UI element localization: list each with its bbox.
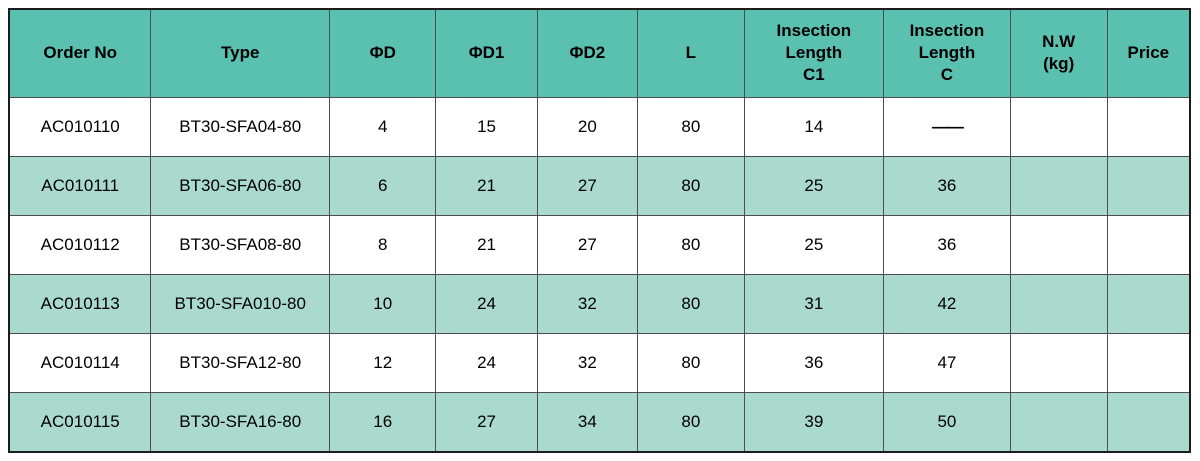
cell-price (1106, 96, 1191, 157)
header-insection-length-c1: Insection Length C1 (743, 8, 885, 98)
cell-type: BT30-SFA04-80 (150, 96, 331, 157)
cell-nw-kg (1009, 392, 1108, 453)
cell-type: BT30-SFA12-80 (150, 333, 331, 394)
product-spec-table: Order No Type ΦD ΦD1 ΦD2 L Insection Len… (8, 8, 1191, 453)
cell-phi-d1: 15 (435, 96, 538, 157)
cell-l: 80 (637, 96, 745, 157)
cell-nw-kg (1009, 155, 1108, 216)
cell-insection-length-c1: 39 (743, 392, 885, 453)
cell-phi-d1: 21 (435, 155, 538, 216)
table-row: AC010111 BT30-SFA06-80 6 21 27 80 25 36 (8, 155, 1191, 216)
cell-insection-length-c: 50 (883, 392, 1011, 453)
cell-order-no: AC010110 (8, 96, 152, 157)
cell-phi-d: 16 (329, 392, 437, 453)
cell-price (1106, 155, 1191, 216)
cell-phi-d2: 32 (536, 273, 639, 335)
header-type: Type (150, 8, 331, 98)
table-body: AC010110 BT30-SFA04-80 4 15 20 80 14 —— … (8, 96, 1191, 453)
cell-phi-d: 8 (329, 214, 437, 275)
cell-insection-length-c1: 25 (743, 155, 885, 216)
header-insection-length-c: Insection Length C (883, 8, 1011, 98)
cell-insection-length-c1: 31 (743, 273, 885, 335)
cell-phi-d: 12 (329, 333, 437, 394)
product-spec-table-wrap: Order No Type ΦD ΦD1 ΦD2 L Insection Len… (8, 8, 1191, 453)
cell-insection-length-c1: 36 (743, 333, 885, 394)
cell-phi-d2: 27 (536, 214, 639, 275)
table-header: Order No Type ΦD ΦD1 ΦD2 L Insection Len… (8, 8, 1191, 98)
cell-price (1106, 214, 1191, 275)
cell-type: BT30-SFA010-80 (150, 273, 331, 335)
cell-order-no: AC010111 (8, 155, 152, 216)
header-order-no: Order No (8, 8, 152, 98)
cell-insection-length-c: 36 (883, 155, 1011, 216)
cell-insection-length-c: 47 (883, 333, 1011, 394)
cell-type: BT30-SFA08-80 (150, 214, 331, 275)
cell-phi-d2: 20 (536, 96, 639, 157)
table-row: AC010115 BT30-SFA16-80 16 27 34 80 39 50 (8, 392, 1191, 453)
cell-phi-d2: 32 (536, 333, 639, 394)
cell-l: 80 (637, 333, 745, 394)
cell-phi-d1: 21 (435, 214, 538, 275)
header-phi-d1: ΦD1 (435, 8, 538, 98)
table-row: AC010112 BT30-SFA08-80 8 21 27 80 25 36 (8, 214, 1191, 275)
cell-type: BT30-SFA16-80 (150, 392, 331, 453)
cell-insection-length-c: —— (883, 96, 1011, 157)
cell-phi-d: 6 (329, 155, 437, 216)
cell-order-no: AC010114 (8, 333, 152, 394)
cell-phi-d2: 34 (536, 392, 639, 453)
header-phi-d2: ΦD2 (536, 8, 639, 98)
cell-l: 80 (637, 392, 745, 453)
header-phi-d: ΦD (329, 8, 437, 98)
cell-nw-kg (1009, 273, 1108, 335)
cell-l: 80 (637, 273, 745, 335)
cell-phi-d1: 27 (435, 392, 538, 453)
table-row: AC010113 BT30-SFA010-80 10 24 32 80 31 4… (8, 273, 1191, 335)
table-row: AC010110 BT30-SFA04-80 4 15 20 80 14 —— (8, 96, 1191, 157)
cell-nw-kg (1009, 333, 1108, 394)
cell-order-no: AC010112 (8, 214, 152, 275)
cell-l: 80 (637, 214, 745, 275)
cell-price (1106, 392, 1191, 453)
cell-l: 80 (637, 155, 745, 216)
cell-phi-d1: 24 (435, 333, 538, 394)
cell-insection-length-c1: 25 (743, 214, 885, 275)
cell-nw-kg (1009, 96, 1108, 157)
cell-insection-length-c: 42 (883, 273, 1011, 335)
cell-order-no: AC010113 (8, 273, 152, 335)
cell-insection-length-c1: 14 (743, 96, 885, 157)
table-row: AC010114 BT30-SFA12-80 12 24 32 80 36 47 (8, 333, 1191, 394)
cell-order-no: AC010115 (8, 392, 152, 453)
cell-nw-kg (1009, 214, 1108, 275)
cell-phi-d: 4 (329, 96, 437, 157)
cell-phi-d1: 24 (435, 273, 538, 335)
cell-phi-d: 10 (329, 273, 437, 335)
header-row: Order No Type ΦD ΦD1 ΦD2 L Insection Len… (8, 8, 1191, 98)
cell-type: BT30-SFA06-80 (150, 155, 331, 216)
cell-price (1106, 273, 1191, 335)
header-nw-kg: N.W (kg) (1009, 8, 1108, 98)
cell-price (1106, 333, 1191, 394)
cell-insection-length-c: 36 (883, 214, 1011, 275)
cell-phi-d2: 27 (536, 155, 639, 216)
header-l: L (637, 8, 745, 98)
header-price: Price (1106, 8, 1191, 98)
